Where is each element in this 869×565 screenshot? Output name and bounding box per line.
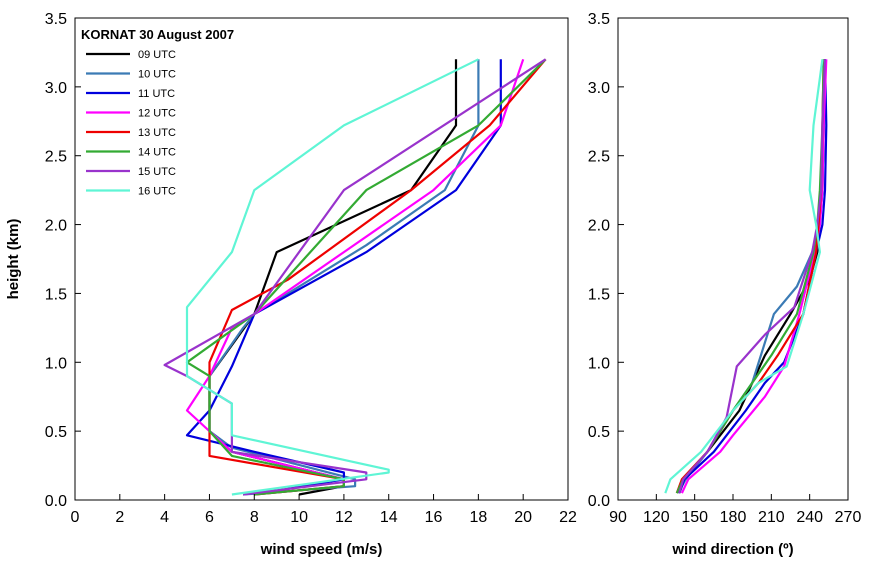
wind-direction-y-tick-label: 0.5 — [588, 424, 610, 441]
wind-speed-x-tick-label: 0 — [71, 509, 80, 526]
legend-label: 09 UTC — [138, 49, 176, 61]
wind-speed-x-axis-title: wind speed (m/s) — [260, 541, 383, 558]
wind-speed-y-tick-label: 1.0 — [45, 355, 67, 372]
wind-direction-y-tick-label: 3.5 — [588, 11, 610, 28]
legend-items: 09 UTC 10 UTC 11 UTC 12 UTC 13 UTC 14 UTC 15 U… — [86, 49, 176, 198]
wind-direction-x-tick-label: 180 — [720, 509, 747, 526]
legend-label: 13 UTC — [138, 127, 176, 139]
wind-direction-series-line-09-utc — [678, 59, 827, 494]
wind-speed-series-line-09-utc — [208, 59, 458, 496]
wind-speed-y-ticks: 0.0 0.5 1.0 1.5 2.0 2.5 3.0 3.5 — [45, 11, 81, 510]
wind-direction-x-tick-label: 240 — [796, 509, 823, 526]
wind-speed-panel: 0 2 4 6 8 10 12 14 16 18 20 22 0.0 0.5 1.0 1.5 2.0 2.5 3.… — [5, 11, 577, 558]
wind-speed-x-tick-label: 12 — [335, 509, 353, 526]
wind-direction-x-tick-label: 90 — [609, 509, 627, 526]
wind-speed-x-tick-label: 20 — [514, 509, 532, 526]
legend: KORNAT 30 August 2007 09 UTC 10 UTC 11 UTC… — [81, 27, 234, 198]
wind-direction-y-ticks: 0.0 0.5 1.0 1.5 2.0 2.5 3.0 3.5 — [588, 11, 624, 510]
wind-speed-series-line-14-utc — [185, 58, 547, 496]
wind-direction-series-line-16-utc — [664, 59, 824, 494]
wind-speed-y-tick-label: 3.5 — [45, 11, 67, 28]
wind-direction-y-tick-label: 3.0 — [588, 80, 610, 97]
legend-label: 14 UTC — [138, 147, 176, 159]
wind-speed-x-tick-label: 14 — [380, 509, 398, 526]
height-y-axis-title: height (km) — [5, 219, 22, 300]
legend-label: 11 UTC — [138, 88, 175, 100]
wind-speed-x-tick-label: 16 — [425, 509, 443, 526]
wind-speed-y-tick-label: 3.0 — [45, 80, 67, 97]
wind-speed-x-tick-label: 6 — [205, 509, 214, 526]
wind-direction-y-tick-label: 1.0 — [588, 355, 610, 372]
wind-speed-series-line-16-utc — [185, 58, 479, 496]
wind-direction-series-line-10-utc — [677, 59, 827, 494]
wind-direction-series-line-12-utc — [680, 59, 828, 494]
wind-direction-x-tick-label: 210 — [758, 509, 785, 526]
wind-direction-x-tick-label: 270 — [835, 509, 862, 526]
wind-speed-plot-frame — [74, 17, 569, 501]
wind-speed-y-tick-label: 1.5 — [45, 286, 67, 303]
wind-direction-x-tick-label: 120 — [643, 509, 670, 526]
wind-speed-x-tick-label: 10 — [290, 509, 308, 526]
wind-direction-y-tick-label: 0.0 — [588, 493, 610, 510]
legend-label: 15 UTC — [138, 166, 176, 178]
wind-speed-series-line-11-utc — [185, 59, 502, 496]
wind-direction-panel: 90 120 150 180 210 240 270 0.0 0.5 1.0 1.5 2.0 2.5 3… — [588, 11, 862, 558]
wind-speed-series-line-12-utc — [185, 58, 525, 496]
wind-speed-y-tick-label: 2.5 — [45, 149, 67, 166]
wind-direction-x-ticks: 90 120 150 180 210 240 270 — [609, 494, 861, 526]
wind-speed-y-tick-label: 0.5 — [45, 424, 67, 441]
wind-direction-y-tick-label: 2.0 — [588, 218, 610, 235]
wind-direction-series-lines — [664, 59, 828, 494]
wind-direction-series-line-15-utc — [678, 59, 827, 494]
legend-label: 10 UTC — [138, 69, 176, 81]
wind-speed-x-tick-label: 18 — [469, 509, 487, 526]
wind-speed-y-tick-label: 2.0 — [45, 218, 67, 235]
wind-speed-x-tick-label: 22 — [559, 509, 577, 526]
wind-speed-series-line-13-utc — [208, 58, 547, 496]
wind-speed-y-tick-label: 0.0 — [45, 493, 67, 510]
wind-direction-y-tick-label: 1.5 — [588, 286, 610, 303]
wind-direction-series-line-11-utc — [678, 59, 828, 494]
wind-direction-x-axis-title: wind direction (º) — [671, 541, 793, 558]
wind-direction-y-tick-label: 2.5 — [588, 149, 610, 166]
wind-speed-series-line-15-utc — [163, 58, 547, 496]
legend-title: KORNAT 30 August 2007 — [81, 27, 234, 42]
legend-label: 16 UTC — [138, 186, 176, 198]
wind-speed-x-ticks: 0 2 4 6 8 10 12 14 16 18 20 22 — [71, 494, 577, 526]
wind-speed-x-tick-label: 2 — [115, 509, 124, 526]
legend-label: 12 UTC — [138, 108, 176, 120]
wind-speed-x-tick-label: 4 — [160, 509, 169, 526]
wind-speed-x-tick-label: 8 — [250, 509, 259, 526]
wind-direction-x-tick-label: 150 — [681, 509, 708, 526]
wind-speed-series-lines — [163, 58, 547, 496]
